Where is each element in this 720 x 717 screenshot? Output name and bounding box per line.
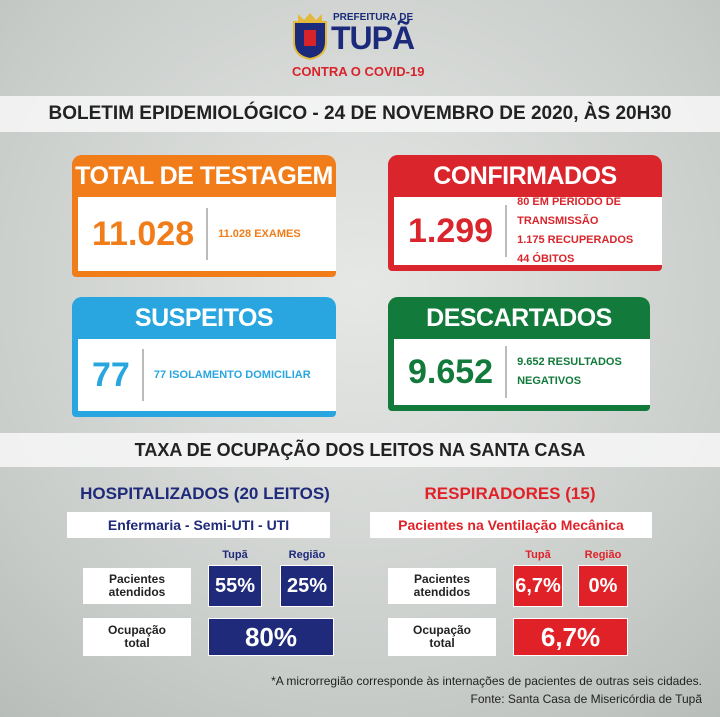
column-header: Tupã — [222, 549, 248, 561]
card-title: TOTAL DE TESTAGEM — [72, 155, 336, 197]
column-header: Região — [584, 549, 622, 561]
row-label: Ocupação total — [388, 618, 496, 656]
header-campaign: CONTRA O COVID-19 — [292, 64, 425, 79]
card-detail: 77 ISOLAMENTO DOMICILIAR — [153, 368, 311, 381]
row-label: Ocupação total — [83, 618, 191, 656]
card-detail: 44 ÓBITOS — [517, 253, 575, 265]
panel-title: HOSPITALIZADOS (20 LEITOS) — [80, 484, 330, 503]
column-header: Tupã — [525, 549, 551, 561]
panel-title: RESPIRADORES (15) — [424, 484, 596, 503]
card-detail: 9.652 RESULTADOS NEGATIVOS — [517, 356, 622, 387]
header-city: TUPÃ — [331, 20, 415, 56]
card-title: CONFIRMADOS — [388, 155, 662, 197]
header-prefix: PREFEITURA DE — [333, 12, 414, 23]
panel-subtitle: Enfermaria - Semi-UTI - UTI — [67, 512, 330, 538]
row-label: Pacientes atendidos — [388, 568, 496, 604]
card-body: 77 77 ISOLAMENTO DOMICILIAR — [78, 339, 336, 411]
card-details: 80 EM PERÍODO DE TRANSMISSÃO 1.175 RECUPE… — [517, 193, 662, 269]
card-title: SUSPEITOS — [72, 297, 336, 339]
bulletin: BOLETIM EPIDEMIOLÓGICO - 24 DE NOVEMBRO … — [0, 96, 720, 132]
stat-card: CONFIRMADOS 1.299 80 EM PERÍODO DE TRANSMI… — [388, 155, 662, 271]
card-body: 1.299 80 EM PERÍODO DE TRANSMISSÃO 1.175 R… — [394, 196, 662, 265]
card-detail: 80 EM PERÍODO DE TRANSMISSÃO — [517, 196, 622, 227]
card-number: 77 — [92, 349, 144, 401]
footnote: *A microrregião corresponde às internaçõ… — [271, 674, 702, 688]
occupancy-value: 80% — [208, 618, 334, 656]
row-label: Pacientes atendidos — [83, 568, 191, 604]
stat-card: SUSPEITOS 77 77 ISOLAMENTO DOMICILIAR — [72, 297, 336, 417]
stat-card: TOTAL DE TESTAGEM 11.028 11.028 EXAMES — [72, 155, 336, 277]
card-detail: 1.175 RECUPERADOS — [517, 234, 634, 246]
source: Fonte: Santa Casa de Misericórdia de Tup… — [470, 692, 702, 706]
stat-card: DESCARTADOS 9.652 9.652 RESULTADOS NEGATIV… — [388, 297, 650, 411]
card-detail: 11.028 EXAMES — [218, 227, 301, 240]
occupancy-value: 6,7% — [513, 618, 628, 656]
occupancy-value: 25% — [280, 565, 334, 607]
occupancy-value: 0% — [578, 565, 628, 607]
card-title: DESCARTADOS — [388, 297, 650, 339]
card-details: 11.028 EXAMES — [218, 225, 301, 244]
card-details: 9.652 RESULTADOS NEGATIVOS — [517, 353, 650, 391]
card-body: 9.652 9.652 RESULTADOS NEGATIVOS — [394, 339, 650, 405]
card-number: 11.028 — [92, 208, 209, 260]
card-number: 9.652 — [408, 346, 508, 398]
card-number: 1.299 — [408, 205, 508, 257]
panel-subtitle: Pacientes na Ventilação Mecânica — [370, 512, 652, 538]
occupancy-value: 6,7% — [513, 565, 563, 607]
occupancy-title: TAXA DE OCUPAÇÃO DOS LEITOS NA SANTA CAS… — [0, 433, 720, 467]
column-header: Região — [288, 549, 326, 561]
card-details: 77 ISOLAMENTO DOMICILIAR — [154, 366, 311, 385]
city-shield — [293, 13, 327, 60]
card-body: 11.028 11.028 EXAMES — [78, 197, 336, 271]
occupancy-value: 55% — [208, 565, 262, 607]
